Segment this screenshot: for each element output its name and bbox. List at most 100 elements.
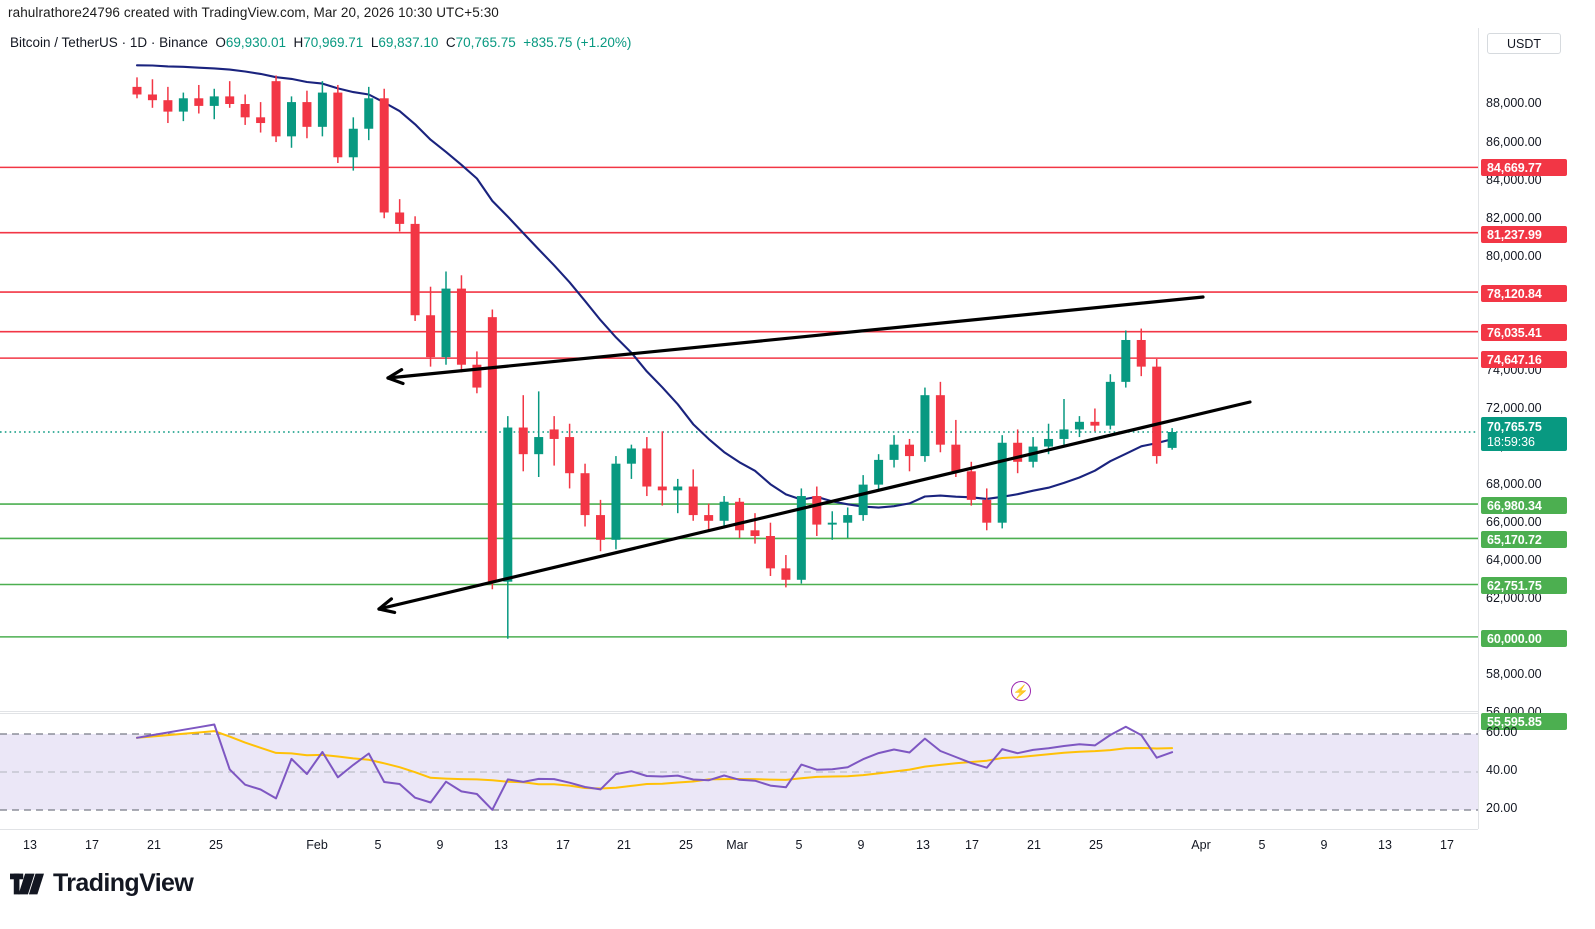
candle-body [271, 81, 281, 137]
lower-trendline[interactable] [377, 400, 1252, 611]
time-axis[interactable] [0, 829, 1478, 857]
time-tick-label: 13 [916, 838, 930, 852]
candle-body [827, 522, 837, 525]
time-tick-label: 21 [617, 838, 631, 852]
rsi-moving-average-line[interactable] [136, 730, 1174, 790]
candlestick-series[interactable] [132, 75, 1177, 639]
candle-body [518, 427, 528, 455]
candle-body [163, 100, 173, 112]
upper-trendline[interactable] [386, 295, 1205, 380]
currency-badge[interactable]: USDT [1487, 33, 1561, 54]
candle-body [765, 536, 775, 569]
price-level-tag[interactable]: 84,669.77 [1481, 159, 1567, 176]
price-tick-label: 66,000.00 [1486, 515, 1542, 529]
candle-body [580, 473, 590, 516]
candle-body [997, 442, 1007, 523]
candle-body [456, 288, 466, 365]
candle-body [1152, 366, 1162, 457]
price-tick-label: 82,000.00 [1486, 211, 1542, 225]
time-tick-label: 25 [1089, 838, 1103, 852]
time-tick-label: 9 [1320, 838, 1328, 852]
time-tick-label: 17 [556, 838, 570, 852]
currency-label: USDT [1506, 36, 1542, 51]
price-level-tag[interactable]: 62,751.75 [1481, 577, 1567, 594]
candle-body [549, 429, 559, 439]
time-tick-label: 9 [857, 838, 865, 852]
price-tick-label: 68,000.00 [1486, 477, 1542, 491]
candle-body [626, 448, 636, 464]
price-tick-label: 58,000.00 [1486, 667, 1542, 681]
candle-body [333, 92, 343, 158]
candle-body [302, 102, 312, 127]
time-tick-label: Mar [726, 838, 748, 852]
candle-body [1121, 339, 1131, 382]
attribution-text: rahulrathore24796 created with TradingVi… [8, 5, 499, 20]
candle-body [256, 117, 266, 124]
pane-divider [0, 711, 1478, 712]
candle-body [951, 444, 961, 472]
candle-body [966, 471, 976, 500]
candle-body [426, 315, 436, 358]
price-tick-label: 88,000.00 [1486, 96, 1542, 110]
upper-trendline-arrowhead [386, 376, 405, 386]
candle-body [935, 395, 945, 445]
price-level-tag[interactable]: 76,035.41 [1481, 324, 1567, 341]
candle-body [704, 515, 714, 521]
candle-body [1074, 421, 1084, 430]
candle-body [611, 463, 621, 540]
candle-body [194, 98, 204, 106]
price-level-tag[interactable]: 78,120.84 [1481, 285, 1567, 302]
time-tick-label: 9 [436, 838, 444, 852]
time-tick-label: 17 [1440, 838, 1454, 852]
candle-body [982, 499, 992, 523]
alert-lightning-icon[interactable]: ⚡ [1011, 681, 1031, 701]
candle-body [905, 444, 914, 457]
price-chart-canvas [0, 64, 1478, 639]
candle-body [781, 568, 791, 580]
candle-body [565, 437, 575, 474]
price-level-tag[interactable]: 65,170.72 [1481, 531, 1567, 548]
price-level-tag[interactable]: 66,980.34 [1481, 497, 1567, 514]
candle-body [858, 484, 868, 516]
candle-body [379, 98, 389, 213]
candle-body [1059, 429, 1069, 439]
candle-body [843, 515, 853, 523]
rsi-line[interactable] [136, 723, 1174, 811]
price-tick-label: 86,000.00 [1486, 135, 1542, 149]
candle-body [719, 501, 729, 521]
price-level-tag[interactable]: 81,237.99 [1481, 226, 1567, 243]
price-chart-pane[interactable] [0, 28, 1478, 711]
time-tick-label: 13 [1378, 838, 1392, 852]
rsi-tick-label: 20.00 [1486, 801, 1518, 815]
rsi-indicator-pane[interactable] [0, 713, 1478, 828]
price-level-tag[interactable]: 74,647.16 [1481, 351, 1567, 368]
candle-body [657, 486, 667, 491]
price-level-tag[interactable]: 60,000.00 [1481, 630, 1567, 647]
candle-body [395, 212, 405, 224]
candle-body [178, 98, 188, 112]
time-tick-label: 5 [374, 838, 382, 852]
candle-body [503, 427, 513, 582]
rsi-tick-label: 40.00 [1486, 763, 1518, 777]
price-level-tag[interactable]: 55,595.85 [1481, 713, 1567, 730]
candle-body [642, 448, 652, 487]
candle-body [348, 128, 358, 158]
current-price-tag[interactable]: 70,765.75 18:59:36 [1481, 417, 1567, 451]
candle-body [889, 444, 899, 460]
time-tick-label: 13 [494, 838, 508, 852]
candle-body [596, 515, 605, 540]
time-tick-label: 5 [1258, 838, 1266, 852]
candle-body [688, 486, 698, 516]
tradingview-mark-icon [10, 873, 44, 894]
candle-body [472, 364, 482, 388]
lower-trendline-arrowhead [377, 607, 397, 615]
candle-body [1013, 442, 1023, 462]
candle-body [240, 104, 250, 118]
tradingview-wordmark: TradingView [53, 869, 194, 897]
candle-body [364, 98, 374, 129]
candle-body [1105, 381, 1115, 426]
candle-body [287, 102, 296, 137]
rsi-chart-canvas [0, 723, 1478, 811]
current-price-value: 70,765.75 [1487, 419, 1542, 434]
